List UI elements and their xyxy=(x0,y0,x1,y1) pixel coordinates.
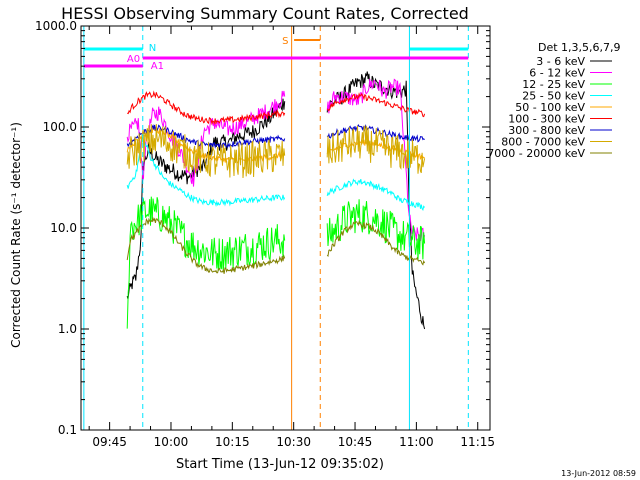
legend-label-3: 12 - 25 keV xyxy=(522,78,585,91)
legend-title: Det 1,3,5,6,7,9 xyxy=(538,41,621,54)
x-tick-label: 11:15 xyxy=(460,435,495,449)
series-line-9-a xyxy=(126,216,286,274)
saa-label: S xyxy=(282,36,288,47)
series-line-3-a xyxy=(126,196,286,329)
x-tick-label: 10:15 xyxy=(215,435,250,449)
series-line-9-b xyxy=(326,219,426,266)
legend-label-2: 6 - 12 keV xyxy=(529,67,585,80)
x-tick-label: 09:45 xyxy=(92,435,127,449)
x-tick-label: 10:30 xyxy=(276,435,311,449)
plot-area: N A0 A1 S 0.1 1.0 10.0 100.0 1000.0 09:45 10:00 10:… xyxy=(35,19,495,449)
y-tick-label: 1.0 xyxy=(58,322,77,336)
x-tick-label: 10:45 xyxy=(338,435,373,449)
attenuator-a0-label: A0 xyxy=(127,54,140,65)
x-tick-label: 10:00 xyxy=(154,435,189,449)
y-tick-label: 0.1 xyxy=(58,423,77,437)
x-axis-label: Start Time (13-Jun-12 09:35:02) xyxy=(176,457,384,472)
series-line-8-a xyxy=(126,123,286,179)
night-label: N xyxy=(149,43,156,54)
legend-label-4: 25 - 50 keV xyxy=(522,90,585,103)
series-line-1-b xyxy=(326,71,426,330)
series-line-6-b xyxy=(326,92,426,118)
y-tick-label: 10.0 xyxy=(50,221,77,235)
x-tick-label: 11:00 xyxy=(399,435,434,449)
series-line-4-b xyxy=(326,178,425,211)
legend-label-9: 7000 - 20000 keV xyxy=(487,147,585,160)
series-line-8-b xyxy=(326,124,426,174)
series-line-4-a xyxy=(126,138,286,207)
y-tick-label: 1000.0 xyxy=(35,19,77,33)
legend-label-6: 100 - 300 keV xyxy=(508,113,585,126)
series-line-7-a xyxy=(126,124,286,150)
legend-label-8: 800 - 7000 keV xyxy=(501,136,585,149)
series-line-6-a xyxy=(126,90,286,126)
timestamp-label: 13-Jun-2012 08:59 xyxy=(561,469,636,478)
chart-title: HESSI Observing Summary Count Rates, Cor… xyxy=(61,4,469,23)
attenuator-a1-label: A1 xyxy=(151,61,164,72)
series-line-3-b xyxy=(326,199,426,261)
legend-label-7: 300 - 800 keV xyxy=(508,124,585,137)
legend-label-5: 50 - 100 keV xyxy=(515,101,585,114)
y-axis-label: Corrected Count Rate (s⁻¹ detector⁻¹) xyxy=(9,122,23,348)
legend-label-1: 3 - 6 keV xyxy=(536,55,585,68)
y-tick-label: 100.0 xyxy=(43,120,77,134)
